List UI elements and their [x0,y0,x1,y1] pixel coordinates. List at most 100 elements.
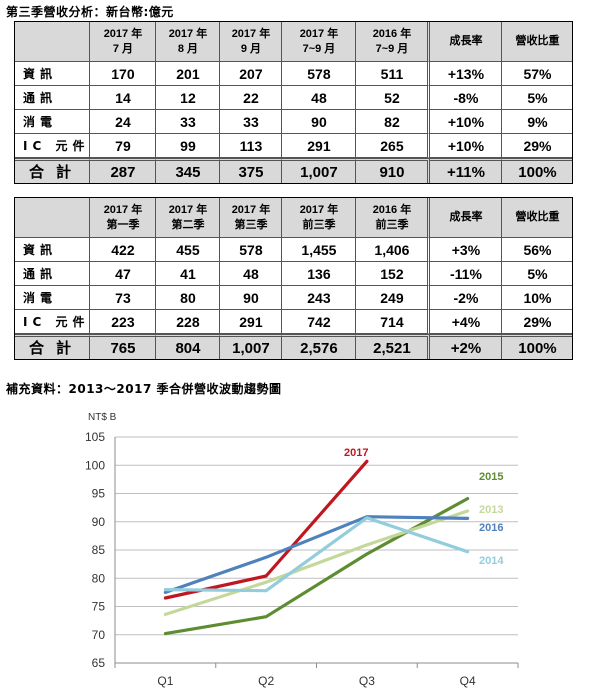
table-cell: 511 [356,62,431,86]
series-label: 2017 [344,447,368,459]
table-row: 消電 73 80 90 243 249 -2% 10% [15,286,573,310]
table-cell: IC 元件 [15,134,91,158]
table-cell: 228 [156,310,221,334]
table-cell: 41 [156,262,221,286]
header-row: 2017 年第一季 2017 年第二季 2017 年第三季 2017 年前三季 2016… [15,198,573,238]
table-cell: 14 [90,86,157,110]
table-cell: 578 [282,62,357,86]
table-cell: 12 [156,86,221,110]
table-cell: 804 [156,334,221,359]
table-cell: +13% [430,62,503,86]
table-row: IC 元件 79 99 113 291 265 +10% 29% [15,134,573,158]
chart-heading: 補充資料：2013～2017 季合併營收波動趨勢圖 [6,382,282,396]
table-cell [15,198,91,238]
series-label: 2016 [479,522,503,534]
table-cell: 201 [156,62,221,86]
table-cell: 79 [90,134,157,158]
table-cell: +10% [430,134,503,158]
table-cell: 消電 [15,110,91,134]
table-cell: 成長率 [430,198,503,238]
series-line-2013 [163,509,470,616]
x-tick-label: Q4 [460,674,476,688]
table-cell: 10% [502,286,573,310]
table-cell: 265 [356,134,431,158]
revenue-trend-chart: 65 70 75 80 85 90 95 100 105 Q1 Q2 Q3 Q4 NT$ B 2017 201… [85,412,519,688]
table-cell: 90 [282,110,357,134]
table-cell: 合計 [15,334,91,359]
table-cell: -8% [430,86,503,110]
table-cell: 營收比重 [502,22,573,62]
table-cell: 99 [156,134,221,158]
y-axis-label: NT$ B [88,412,117,423]
table-cell: 合計 [15,158,91,183]
table-cell: 1,007 [220,334,283,359]
table-cell: 2016 年前三季 [356,198,431,238]
x-tick-label: Q3 [359,674,375,688]
table-cell: 2017 年第二季 [156,198,221,238]
table-cell: 29% [502,310,573,334]
table-cell: 910 [356,158,431,183]
table-row: 消電 24 33 33 90 82 +10% 9% [15,110,573,134]
table-row: IC 元件 223 228 291 742 714 +4% 29% [15,310,573,334]
table-cell: 24 [90,110,157,134]
table-cell: 5% [502,86,573,110]
table-cell: 422 [90,238,157,262]
table-cell: IC 元件 [15,310,91,334]
table-cell: 營收比重 [502,198,573,238]
table-cell: 56% [502,238,573,262]
table-row: 資訊 422 455 578 1,455 1,406 +3% 56% [15,238,573,262]
table-cell: 2,521 [356,334,431,359]
table-cell: 136 [282,262,357,286]
y-tick-label: 100 [85,458,105,472]
table-cell: 57% [502,62,573,86]
table-cell: 9% [502,110,573,134]
table-cell: 2017 年第一季 [90,198,157,238]
y-tick-label: 90 [92,515,106,529]
table-cell: 73 [90,286,157,310]
table-cell: 48 [220,262,283,286]
table-cell: 33 [220,110,283,134]
table-cell: 22 [220,86,283,110]
table-cell: 578 [220,238,283,262]
table-cell: 通訊 [15,262,91,286]
table-cell: 消電 [15,286,91,310]
table-cell: 455 [156,238,221,262]
quarterly-revenue-table: 2017 年第一季 2017 年第二季 2017 年第三季 2017 年前三季 2016… [14,197,574,360]
table-cell: 90 [220,286,283,310]
total-row: 合計 765 804 1,007 2,576 2,521 +2% 100% [15,334,573,359]
table-cell: 765 [90,334,157,359]
table-cell: 52 [356,86,431,110]
table-cell [15,22,91,62]
table-cell: 249 [356,286,431,310]
table-cell: 113 [220,134,283,158]
table-cell: 48 [282,86,357,110]
y-tick-label: 70 [92,628,106,642]
x-tick-label: Q1 [157,674,173,688]
table-cell: 2017 年前三季 [282,198,357,238]
x-tick-label: Q2 [258,674,274,688]
table-cell: 1,406 [356,238,431,262]
table-cell: 1,455 [282,238,357,262]
table-cell: 345 [156,158,221,183]
table-cell: 47 [90,262,157,286]
table-cell: +4% [430,310,503,334]
series-label: 2013 [479,504,503,516]
table-cell: 資訊 [15,62,91,86]
table-cell: 82 [356,110,431,134]
table-cell: 成長率 [430,22,503,62]
table-row: 通訊 14 12 22 48 52 -8% 5% [15,86,573,110]
table-cell: 29% [502,134,573,158]
table-cell: +11% [430,158,503,183]
table-cell: 223 [90,310,157,334]
y-tick-label: 105 [85,430,105,444]
table-cell: 287 [90,158,157,183]
y-tick-label: 85 [92,543,106,557]
y-tick-label: 65 [92,656,106,670]
table-cell: 5% [502,262,573,286]
table-cell: 243 [282,286,357,310]
